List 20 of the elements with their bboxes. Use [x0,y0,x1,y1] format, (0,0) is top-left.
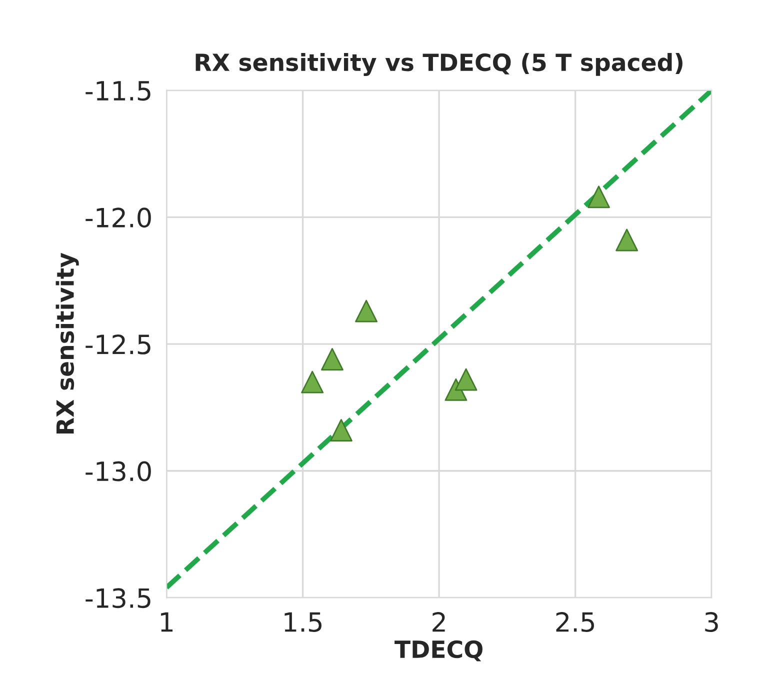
point [301,370,324,394]
x-axis-title: TDECQ [394,640,482,662]
point [616,228,638,252]
y-tick-label: -12.5 [86,334,150,354]
y-tick-label: -13.0 [86,461,151,482]
point [454,368,478,391]
y-tick-label: -11.5 [86,81,150,101]
point [330,419,352,442]
y-axis-title: RX sensitivity [56,252,79,434]
x-tick-label: 3 [705,612,718,632]
x-tick-label: 2 [432,612,445,632]
x-tick-label: 1.5 [284,612,322,632]
point [355,300,378,322]
y-tick-label: -12.0 [86,208,151,228]
y-tick-label: -13.5 [86,588,150,608]
x-tick-label: 1 [161,612,172,632]
point [321,348,344,370]
point [588,186,610,208]
chart-title: RX sensitivity vs TDECQ (5 T spaced) [196,52,682,76]
x-tick-label: 2.5 [556,612,594,632]
